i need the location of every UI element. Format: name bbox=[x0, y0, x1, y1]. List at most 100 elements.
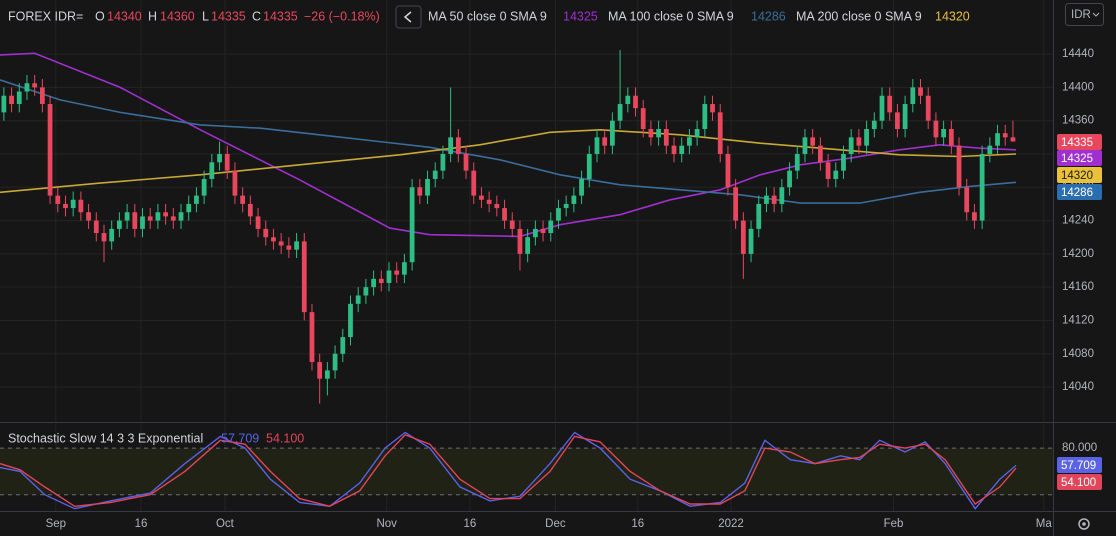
candle-body bbox=[532, 228, 538, 238]
candle-body bbox=[995, 133, 1000, 146]
candle-body bbox=[610, 120, 615, 146]
candle-body bbox=[779, 187, 785, 204]
settings-button[interactable] bbox=[1078, 518, 1090, 530]
candle-body bbox=[625, 95, 631, 105]
candle-body bbox=[856, 137, 862, 146]
price-pane bbox=[0, 49, 1017, 404]
candle-body bbox=[617, 104, 623, 121]
candle-body bbox=[93, 220, 99, 234]
ohlc-label: O bbox=[95, 9, 105, 23]
candle-body bbox=[579, 178, 584, 196]
candle-body bbox=[39, 87, 45, 105]
candle-body bbox=[394, 270, 400, 275]
candle-body bbox=[725, 153, 731, 188]
candle-body bbox=[294, 241, 299, 250]
line bbox=[0, 128, 1017, 194]
candle-body bbox=[694, 129, 700, 138]
candle-body bbox=[448, 137, 454, 154]
candle-body bbox=[933, 120, 939, 138]
candle-body bbox=[702, 104, 708, 130]
candle-body bbox=[1010, 137, 1016, 142]
y-tick-label: 14200 bbox=[1062, 248, 1094, 260]
candle-body bbox=[987, 145, 993, 154]
candle-body bbox=[1, 95, 7, 113]
candle-body bbox=[255, 216, 261, 229]
symbol: FOREX IDR= bbox=[8, 9, 83, 23]
candle-body bbox=[964, 187, 970, 213]
candle-body bbox=[109, 228, 115, 242]
candle-body bbox=[1002, 133, 1008, 138]
legend-value: 14325 bbox=[563, 9, 598, 23]
ma-tag: 14325 bbox=[1061, 153, 1093, 165]
candle-body bbox=[509, 220, 515, 229]
candle-body bbox=[733, 187, 739, 221]
candle-body bbox=[286, 245, 292, 250]
ohlc-label: C bbox=[252, 9, 261, 23]
candle-body bbox=[378, 278, 384, 283]
candle-body bbox=[363, 287, 369, 296]
ma-tag: 14320 bbox=[1061, 170, 1093, 182]
candle-body bbox=[540, 228, 546, 234]
indicator-value: 57.709 bbox=[221, 431, 259, 445]
x-tick-label: Feb bbox=[884, 518, 904, 530]
ma-tag-bg bbox=[1057, 167, 1102, 183]
candle-body bbox=[371, 278, 376, 288]
line bbox=[0, 431, 1017, 510]
candle-body bbox=[194, 195, 199, 204]
candle-body bbox=[324, 370, 330, 379]
candle-body bbox=[70, 199, 76, 209]
indicator-tag-bg bbox=[1057, 474, 1102, 490]
candle-body bbox=[925, 95, 931, 121]
candle-body bbox=[209, 162, 215, 179]
candle-body bbox=[494, 203, 500, 209]
candle-body bbox=[841, 153, 846, 171]
indicator-tag-bg bbox=[1057, 457, 1102, 473]
indicator-tag: 54.100 bbox=[1061, 477, 1096, 489]
candle-body bbox=[155, 212, 161, 221]
collapse-button[interactable] bbox=[395, 5, 422, 29]
y-tick-label: 14080 bbox=[1062, 348, 1094, 360]
candle-body bbox=[895, 112, 900, 130]
candle-body bbox=[764, 195, 769, 204]
candle-body bbox=[848, 137, 854, 154]
legend-value: 14320 bbox=[935, 9, 970, 23]
candle-body bbox=[556, 208, 561, 221]
candle-body bbox=[417, 187, 423, 196]
y-tick-label: 14120 bbox=[1062, 314, 1094, 326]
currency-dropdown[interactable]: IDR bbox=[1065, 3, 1104, 26]
legend-value: 14286 bbox=[751, 9, 786, 23]
candle-body bbox=[9, 95, 14, 105]
candle-body bbox=[941, 129, 947, 138]
last-price-tag: 14335 bbox=[1061, 137, 1093, 149]
candle-body bbox=[918, 87, 923, 96]
candle-body bbox=[548, 220, 554, 234]
candle-body bbox=[756, 203, 762, 229]
candle-body bbox=[594, 137, 600, 154]
y-tick-label: 14440 bbox=[1062, 48, 1094, 60]
candle-body bbox=[817, 145, 823, 163]
legend-name: MA 50 close 0 SMA 9 bbox=[428, 9, 547, 23]
candle-body bbox=[32, 83, 38, 88]
candle-body bbox=[864, 129, 869, 146]
x-tick-label: Dec bbox=[545, 518, 566, 530]
candle-body bbox=[263, 228, 269, 238]
x-tick-label: Nov bbox=[376, 518, 397, 530]
candle-body bbox=[117, 220, 122, 229]
line bbox=[0, 52, 1017, 238]
candle-body bbox=[525, 237, 531, 254]
candle-body bbox=[432, 170, 438, 179]
candle-body bbox=[63, 203, 68, 209]
candle-body bbox=[972, 212, 977, 221]
candle-body bbox=[178, 212, 184, 221]
candle-body bbox=[687, 137, 692, 146]
candle-body bbox=[948, 129, 954, 146]
gear-icon bbox=[1078, 518, 1090, 530]
button-frame bbox=[395, 5, 422, 29]
candle-body bbox=[502, 208, 507, 221]
ohlc-value: 14335 bbox=[263, 9, 298, 23]
candle-body bbox=[794, 153, 800, 171]
candle-body bbox=[309, 312, 315, 363]
candle-body bbox=[348, 303, 353, 338]
candle-body bbox=[232, 170, 238, 196]
